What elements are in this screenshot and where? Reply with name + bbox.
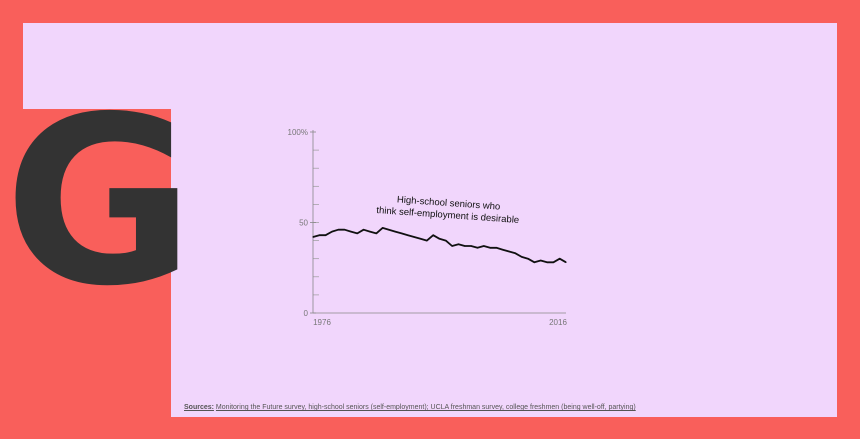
data-point (457, 243, 460, 245)
data-point (470, 245, 472, 247)
y-tick-label: 50 (299, 219, 308, 228)
data-point (325, 234, 327, 236)
data-point (451, 245, 453, 247)
data-point (521, 256, 523, 258)
x-tick-label: 1976 (313, 318, 331, 327)
data-point (502, 249, 504, 251)
data-point (464, 245, 466, 247)
data-point (363, 229, 365, 231)
data-point (438, 238, 441, 240)
data-point (559, 258, 561, 260)
data-point (350, 231, 352, 233)
y-tick-label: 0 (304, 309, 309, 318)
logo-letter: G (4, 67, 195, 337)
data-point (552, 261, 555, 263)
data-point (388, 229, 390, 231)
data-point (489, 247, 491, 249)
data-point (483, 245, 485, 247)
series-line-self-employment (312, 227, 567, 264)
data-point (445, 240, 447, 242)
data-point (508, 250, 510, 253)
data-point (318, 234, 320, 236)
data-point (394, 231, 396, 233)
data-point (331, 231, 333, 233)
series-points (312, 227, 567, 263)
data-point (312, 236, 314, 238)
data-point (382, 227, 384, 229)
y-tick-labels: 100% 50 0 (288, 128, 316, 318)
data-point (369, 231, 371, 233)
data-point (495, 247, 497, 249)
data-point (533, 261, 536, 263)
data-point (432, 234, 434, 236)
data-point (565, 261, 567, 263)
source-text: Monitoring the Future survey, high-schoo… (215, 404, 636, 411)
chart-panel (171, 23, 837, 417)
source-label: Sources: (184, 404, 214, 411)
data-point (375, 232, 377, 234)
data-point (401, 232, 403, 234)
source-note: Sources: Monitoring the Future survey, h… (184, 404, 636, 411)
data-point (356, 232, 358, 234)
x-tick-label: 2016 (549, 318, 567, 327)
annotation: High-school seniors who think self-emplo… (376, 194, 520, 226)
data-point (476, 247, 479, 249)
x-tick-labels: 1976 2016 (313, 318, 567, 327)
y-tick-label: 100% (288, 128, 308, 137)
data-point (426, 240, 428, 242)
data-point (413, 236, 415, 238)
data-point (546, 261, 548, 263)
data-point (407, 234, 409, 236)
data-point (527, 258, 529, 260)
data-point (344, 229, 346, 231)
data-point (540, 259, 542, 262)
data-point (337, 229, 339, 231)
data-point (419, 238, 422, 240)
data-point (514, 252, 517, 254)
